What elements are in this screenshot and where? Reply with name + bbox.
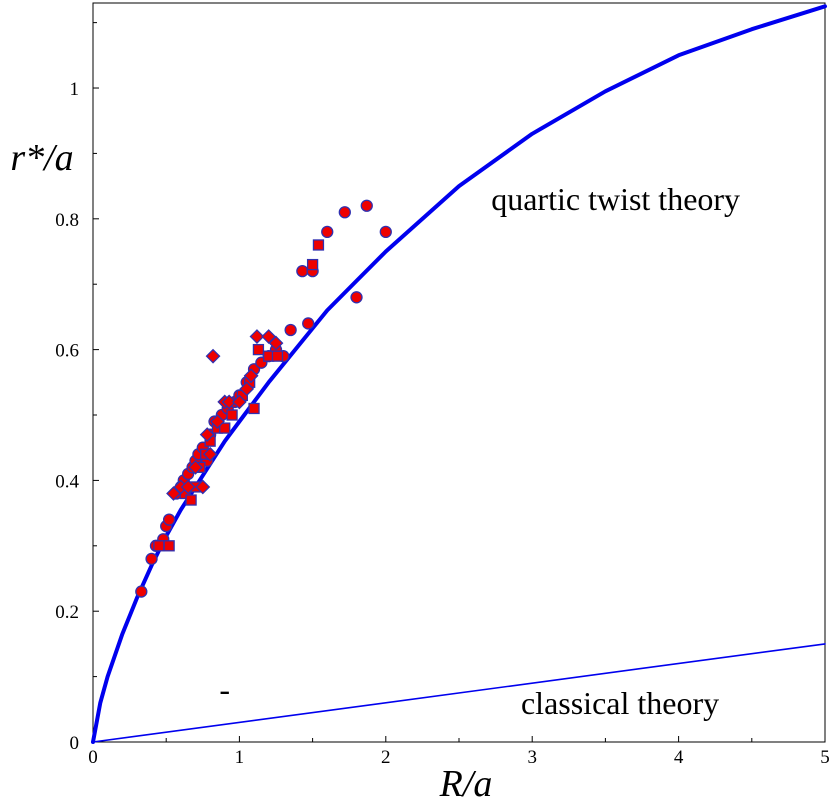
y-tick-label: 0 — [70, 733, 80, 754]
data-point-diamond — [239, 381, 255, 397]
data-point-diamond — [221, 394, 237, 410]
y-tick-label: 0.6 — [55, 341, 79, 362]
data-point-circle — [360, 199, 373, 212]
data-point-circle — [284, 323, 297, 337]
data-point-square — [312, 239, 325, 251]
x-tick-label: 1 — [235, 747, 245, 768]
theory-curves — [91, 4, 827, 744]
y-axis-label: r*/a — [10, 137, 73, 179]
data-point-circle — [162, 513, 176, 526]
data-point-diamond — [210, 414, 225, 429]
data-point-diamond — [180, 479, 196, 495]
data-point-square — [306, 258, 319, 271]
data-point-square — [248, 402, 260, 415]
data-point-circle — [296, 264, 309, 278]
x-tick-label: 2 — [381, 747, 391, 768]
data-point-diamond — [205, 348, 221, 364]
x-tick-label: 3 — [527, 747, 537, 768]
quartic-theory-curve — [91, 4, 827, 744]
data-point-diamond — [231, 394, 247, 410]
data-points — [135, 199, 392, 598]
data-point-circle — [135, 585, 148, 598]
data-point-diamond — [268, 335, 284, 351]
data-point-square — [185, 494, 197, 506]
data-point-square — [271, 350, 284, 362]
data-point-diamond — [243, 368, 259, 384]
data-point-square — [252, 343, 265, 356]
y-tick-label: 0.4 — [55, 471, 79, 492]
data-point-circle — [379, 225, 392, 239]
data-point-square — [153, 540, 165, 552]
plot-frame — [92, 2, 826, 743]
y-tick-label: 0.2 — [55, 602, 79, 623]
data-point-square — [226, 409, 238, 421]
data-point-circle — [145, 552, 158, 566]
data-point-circle — [350, 291, 363, 304]
y-tick-label: 0.8 — [55, 210, 79, 231]
x-tick-label: 5 — [820, 747, 830, 768]
data-point-diamond — [249, 329, 265, 344]
plot-labels: R/a r*/a quartic twist theory classical the… — [10, 137, 740, 805]
annotation-text: quartic twist theory — [491, 181, 740, 217]
y-tick-label: 1 — [70, 79, 80, 100]
data-point-diamond — [195, 479, 211, 495]
annotation-text: classical theory — [521, 685, 719, 721]
data-point-square — [163, 540, 175, 552]
data-point-diamond — [188, 459, 203, 475]
x-tick-label: 4 — [674, 747, 684, 768]
data-point-circle — [321, 225, 334, 239]
data-point-diamond — [202, 446, 218, 462]
plot-axes: 0 1 2 3 4 5 0 0.2 0.4 0.6 0.8 1 — [55, 2, 830, 768]
data-point-circle — [302, 317, 315, 330]
x-axis-label: R/a — [439, 763, 493, 805]
classical-theory-curve — [92, 643, 826, 743]
annotation-text: - — [219, 672, 230, 708]
data-point-square — [219, 422, 231, 434]
x-tick-label: 0 — [88, 747, 98, 768]
data-point-diamond — [199, 427, 215, 443]
data-point-circle — [338, 206, 351, 219]
